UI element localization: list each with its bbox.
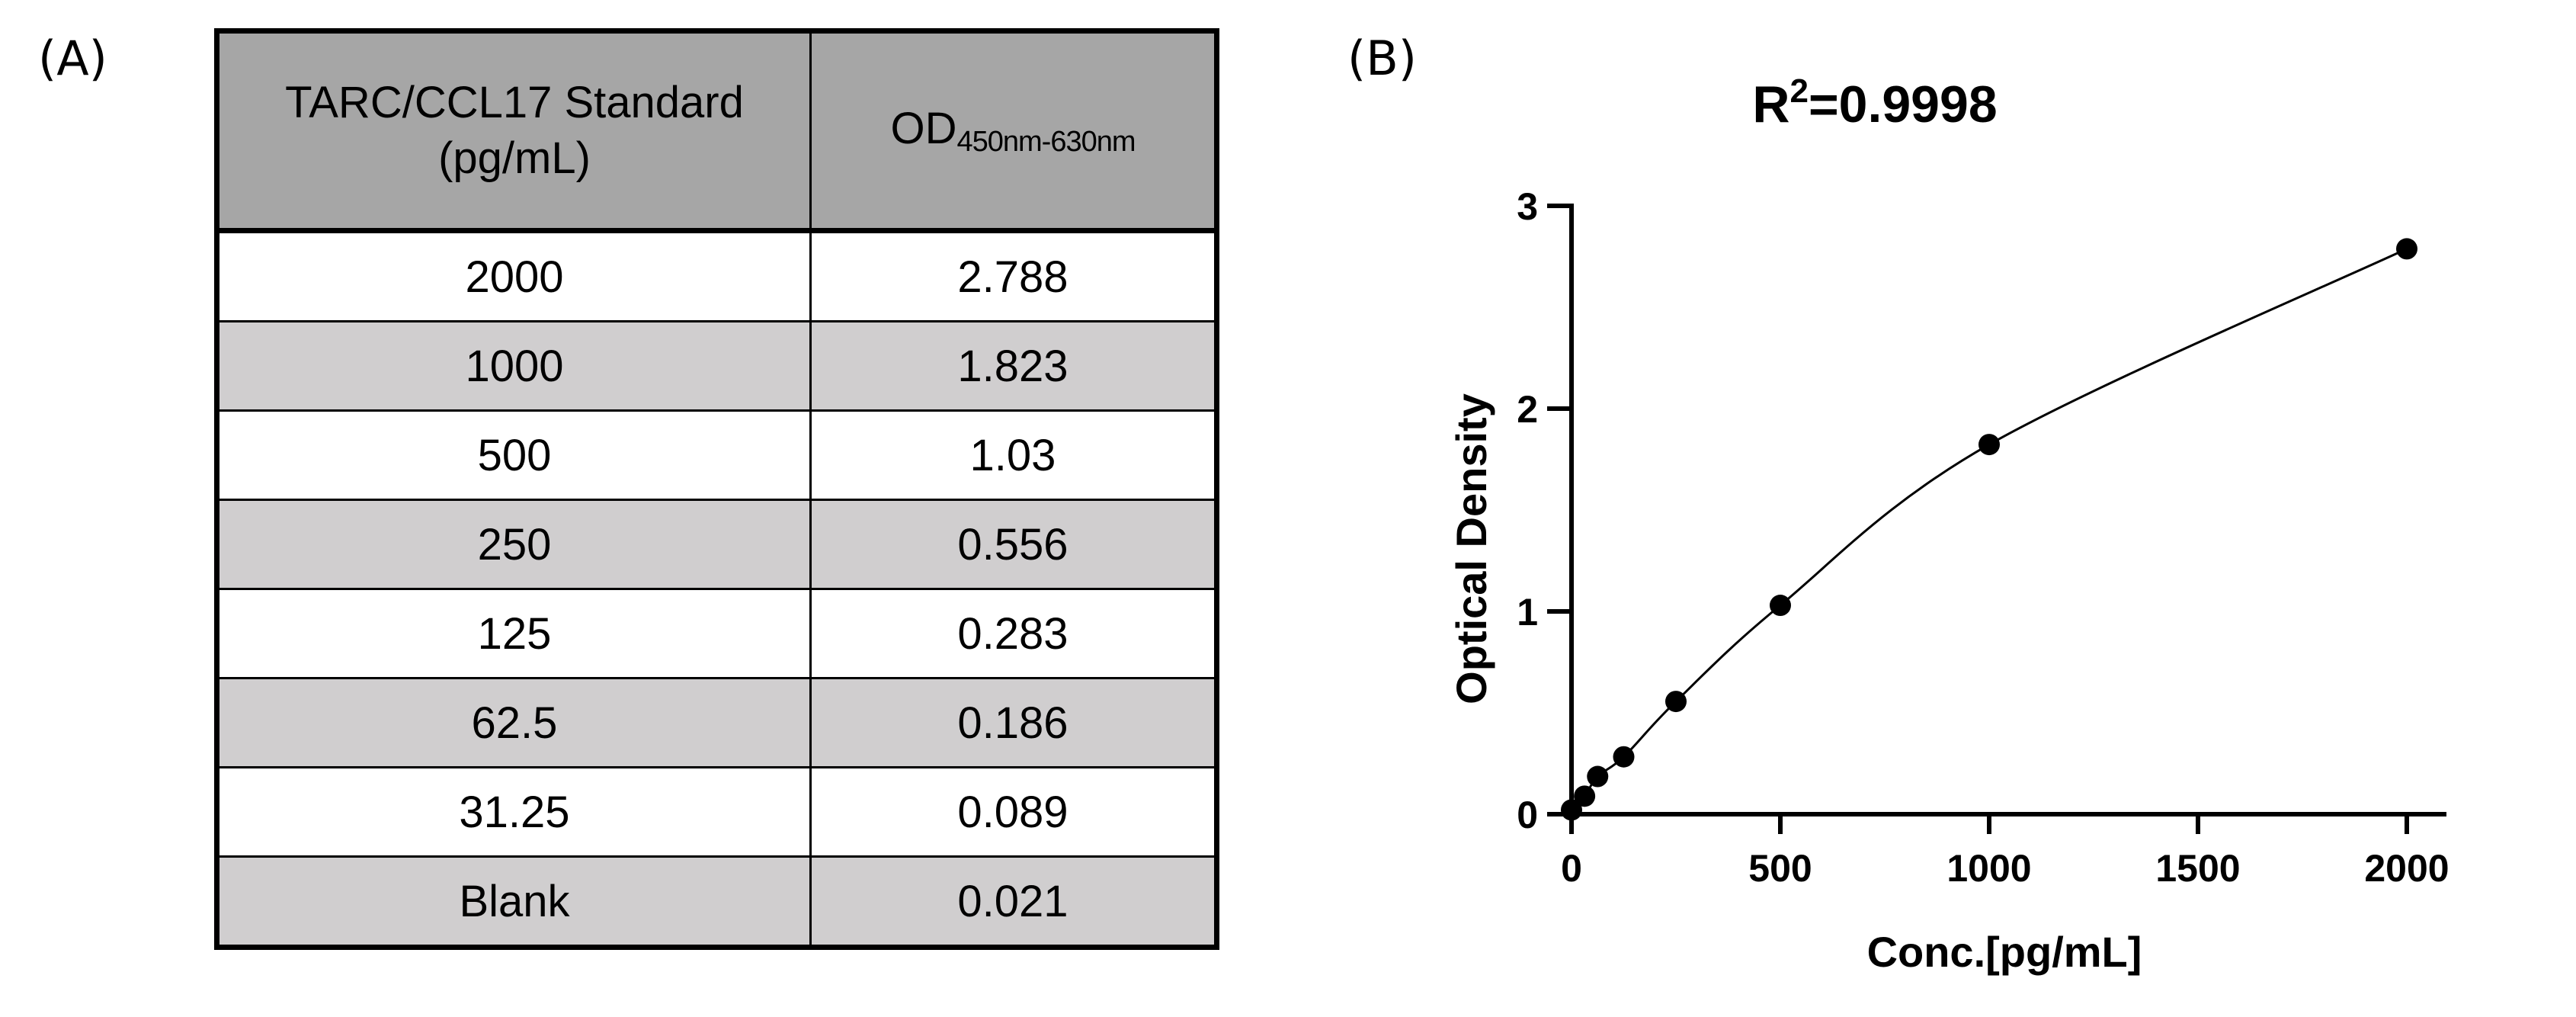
x-tick-label: 2000 — [2364, 847, 2449, 890]
y-tick-label: 0 — [1517, 794, 1538, 836]
header-standard-line2: (pg/mL) — [438, 133, 591, 183]
table-row: 62.5 0.186 — [216, 677, 1218, 768]
od-cell: 1.823 — [809, 320, 1218, 412]
table-row: Blank 0.021 — [216, 855, 1218, 948]
table-row: 500 1.03 — [216, 409, 1218, 501]
y-axis-title: Optical Density — [1447, 393, 1495, 704]
standard-cell: 62.5 — [216, 677, 812, 768]
x-tick-label: 1000 — [1946, 847, 2031, 890]
panel-label-a: (A) — [38, 30, 107, 86]
header-od-main: OD — [890, 103, 957, 153]
table-row: 125 0.283 — [216, 588, 1218, 679]
x-tick-label: 1500 — [2155, 847, 2240, 890]
od-cell: 0.021 — [809, 855, 1218, 948]
data-point — [1574, 785, 1596, 807]
table-row: 1000 1.823 — [216, 320, 1218, 412]
fit-curve-path — [1570, 248, 2408, 811]
od-cell: 1.03 — [809, 409, 1218, 501]
standard-cell: Blank — [216, 855, 812, 948]
od-cell: 0.283 — [809, 588, 1218, 679]
header-od: OD450nm-630nm — [809, 30, 1218, 232]
standard-cell: 31.25 — [216, 766, 812, 858]
standard-cell: 125 — [216, 588, 812, 679]
data-points — [1561, 238, 2417, 821]
y-tick-label: 1 — [1517, 591, 1538, 634]
od-cell: 0.186 — [809, 677, 1218, 768]
data-point — [1665, 691, 1687, 713]
chart-title: R2=0.9998 — [1752, 72, 1997, 133]
standard-cell: 500 — [216, 409, 812, 501]
data-point — [1770, 595, 1791, 617]
od-cell: 2.788 — [809, 229, 1218, 322]
header-od-subscript: 450nm-630nm — [956, 125, 1136, 158]
y-tick-label: 2 — [1517, 388, 1538, 431]
standard-cell: 250 — [216, 499, 812, 590]
panel-label-b: (B) — [1347, 30, 1417, 86]
table-row: 31.25 0.089 — [216, 766, 1218, 858]
chart-axes: 0 500 1000 1500 2000 0 1 2 3 — [1517, 185, 2449, 890]
y-tick-label: 3 — [1517, 185, 1538, 228]
x-axis-title: Conc.[pg/mL] — [1867, 928, 2142, 976]
header-standard-line1: TARC/CCL17 Standard — [285, 78, 744, 127]
od-cell: 0.556 — [809, 499, 1218, 590]
data-point — [1978, 434, 2000, 456]
od-cell: 0.089 — [809, 766, 1218, 858]
table-header-row: TARC/CCL17 Standard (pg/mL) OD450nm-630n… — [216, 30, 1218, 232]
x-tick-label: 500 — [1748, 847, 1812, 890]
data-point — [1561, 799, 1582, 821]
table-row: 250 0.556 — [216, 499, 1218, 590]
standard-cell: 2000 — [216, 229, 812, 322]
data-point — [1613, 746, 1635, 768]
table-row: 2000 2.788 — [216, 229, 1218, 322]
data-point — [1587, 765, 1609, 788]
standard-cell: 1000 — [216, 320, 812, 412]
standard-curve-table: TARC/CCL17 Standard (pg/mL) OD450nm-630n… — [214, 28, 1219, 950]
header-standard: TARC/CCL17 Standard (pg/mL) — [216, 30, 812, 232]
x-tick-label: 0 — [1561, 847, 1582, 890]
fit-curve — [1570, 248, 2408, 811]
data-point — [2396, 238, 2417, 260]
standard-curve-chart: R2=0.9998 0 500 1000 1500 2000 0 1 2 3 Conc.[pg/… — [1447, 72, 2449, 976]
